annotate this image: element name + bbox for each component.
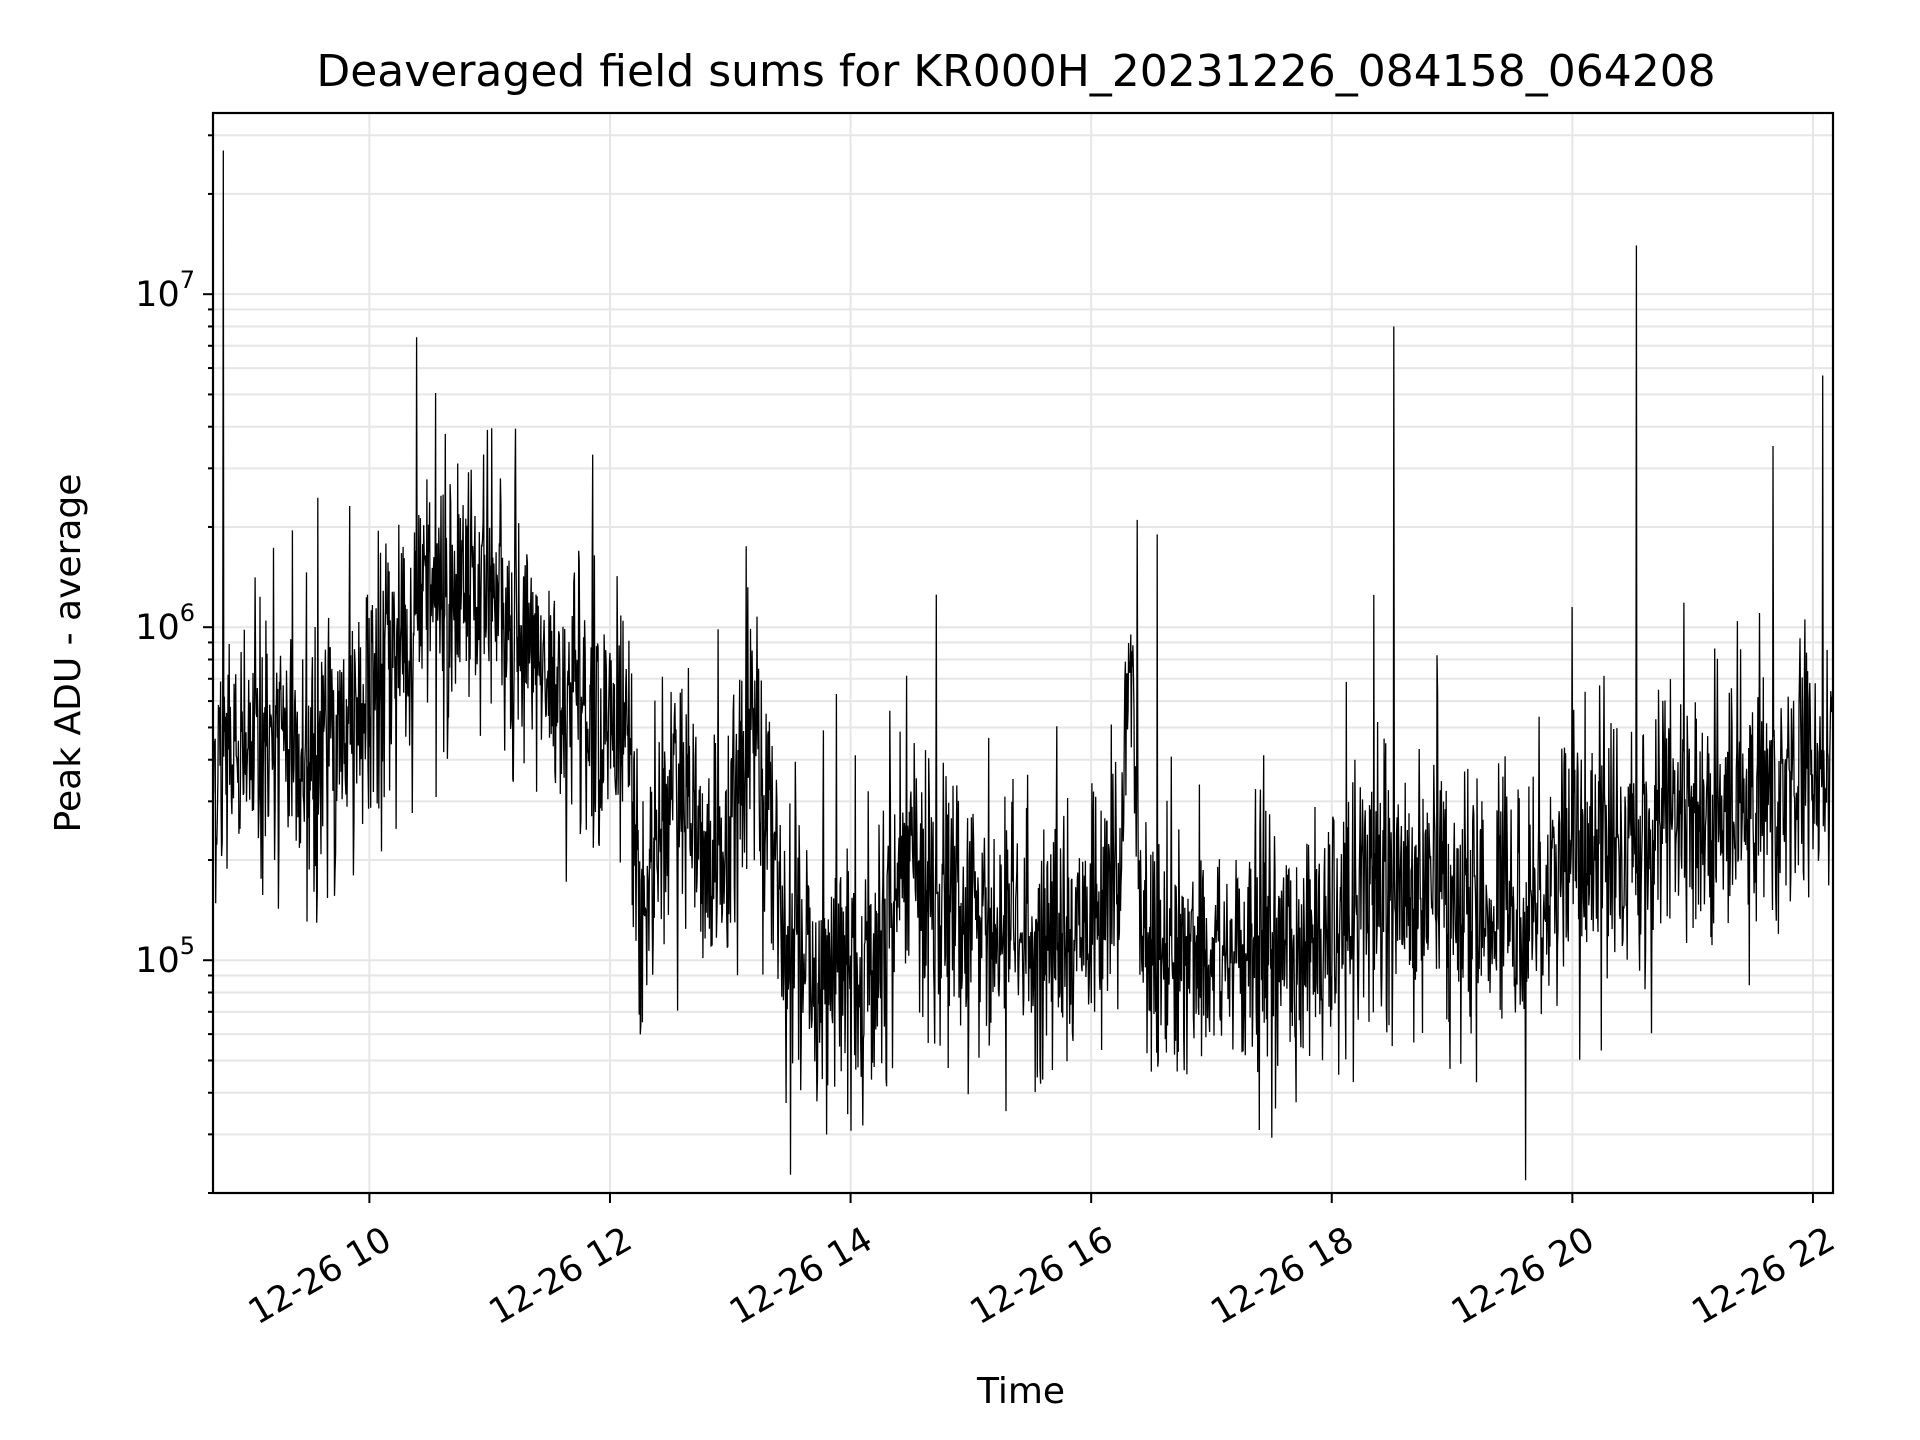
y-tick-exponent: 6 (180, 599, 195, 627)
series-line (212, 150, 1834, 1181)
x-tick-label: 12-26 12 (483, 1220, 639, 1333)
chart-title: Deaveraged field sums for KR000H_2023122… (316, 46, 1715, 97)
x-tick-label: 12-26 14 (723, 1220, 879, 1333)
x-tick-label: 12-26 16 (964, 1220, 1120, 1333)
x-axis: 12-26 10 12-26 12 12-26 14 12-26 16 12-26 18… (242, 1193, 1842, 1333)
y-tick-label: 105 (135, 932, 195, 981)
x-tick-label: 12-26 10 (242, 1220, 398, 1333)
x-tick-label: 12-26 20 (1445, 1220, 1601, 1333)
y-tick-base: 10 (135, 941, 180, 981)
x-axis-label: Time (976, 1371, 1065, 1412)
grid (213, 113, 1833, 1194)
y-tick-label: 107 (135, 266, 195, 315)
plot-frame (211, 111, 1835, 1195)
y-tick-label: 106 (135, 599, 195, 648)
y-tick-exponent: 5 (180, 932, 195, 960)
x-tick-label: 12-26 18 (1204, 1220, 1360, 1333)
y-axis-label: Peak ADU - average (48, 474, 89, 833)
y-tick-base: 10 (135, 608, 180, 648)
x-tick-label: 12-26 22 (1686, 1220, 1842, 1333)
y-tick-exponent: 7 (180, 266, 195, 294)
series (212, 150, 1834, 1181)
y-tick-base: 10 (135, 275, 180, 315)
